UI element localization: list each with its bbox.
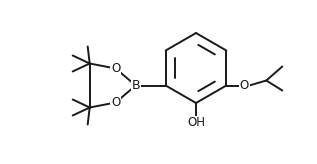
Text: O: O	[111, 96, 120, 109]
Text: B: B	[131, 79, 140, 92]
Text: OH: OH	[187, 116, 205, 130]
Text: O: O	[240, 79, 249, 92]
Text: O: O	[111, 62, 120, 75]
